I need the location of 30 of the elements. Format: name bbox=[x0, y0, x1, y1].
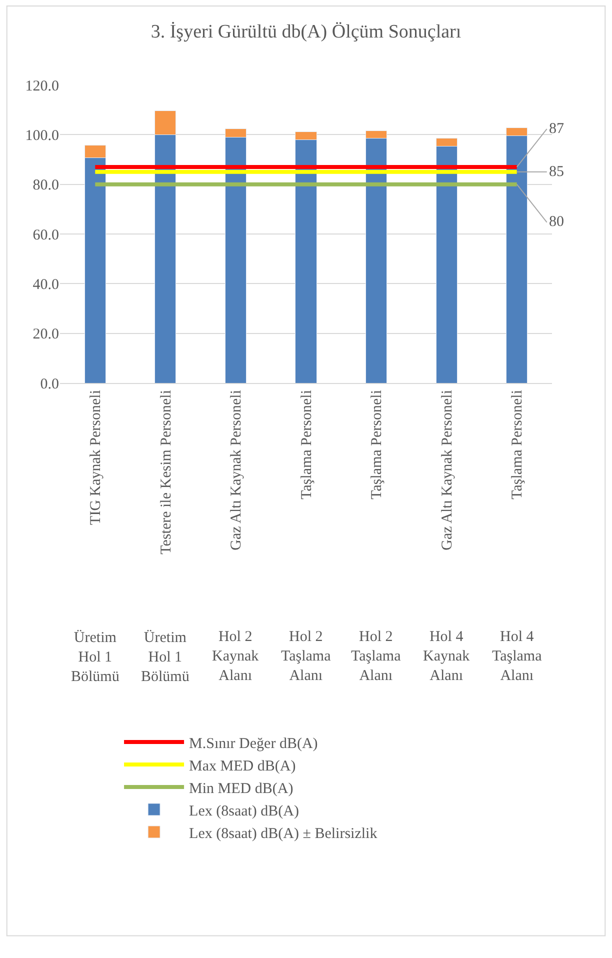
legend-label: M.Sınır Değer dB(A) bbox=[189, 736, 318, 752]
data-label: 80 bbox=[549, 214, 564, 230]
y-tick-label: 40.0 bbox=[32, 276, 59, 293]
x-tick-label: Gaz Altı Kaynak Personeli bbox=[439, 390, 456, 550]
chart-title: 3. İşyeri Gürültü db(A) Ölçüm Sonuçları bbox=[150, 21, 462, 42]
data-label: 85 bbox=[549, 164, 564, 180]
x-tick-label: Taşlama Personeli bbox=[298, 390, 315, 500]
x-tick-label: Taşlama Personeli bbox=[369, 390, 386, 500]
data-label: 87 bbox=[549, 121, 564, 137]
x-tick-label: Testere ile Kesim Personeli bbox=[158, 390, 174, 554]
text: Hol 2 Kaynak Alanı bbox=[212, 629, 260, 684]
y-tick-label: 0.0 bbox=[40, 376, 59, 392]
x-tick-label: Gaz Altı Kaynak Personeli bbox=[228, 390, 245, 550]
y-tick-label: 20.0 bbox=[32, 326, 59, 343]
y-tick-label: 80.0 bbox=[32, 178, 59, 194]
x-tick-label: TIG Kaynak Personeli bbox=[88, 390, 104, 525]
legend-label: Lex (8saat) dB(A) ± Belirsizlik bbox=[189, 826, 378, 842]
y-tick-label: 60.0 bbox=[32, 227, 59, 244]
legend-label: Max MED dB(A) bbox=[189, 758, 296, 774]
text: Hol 2 Taşlama Alanı bbox=[351, 629, 402, 684]
text: Üretim Hol 1 Bölümü bbox=[71, 629, 120, 685]
legend-label: Min MED dB(A) bbox=[189, 780, 294, 797]
y-tick-label: 100.0 bbox=[25, 128, 59, 144]
text: Üretim Hol 1 Bölümü bbox=[141, 629, 190, 685]
y-tick-label: 120.0 bbox=[25, 78, 59, 94]
text: Hol 2 Taşlama Alanı bbox=[281, 629, 332, 684]
x-tick-label: Taşlama Personeli bbox=[510, 390, 526, 500]
text: Hol 4 Taşlama Alanı bbox=[492, 629, 542, 684]
legend-label: Lex (8saat) dB(A) bbox=[189, 803, 300, 820]
text: Hol 4 Kaynak Alanı bbox=[423, 629, 470, 684]
